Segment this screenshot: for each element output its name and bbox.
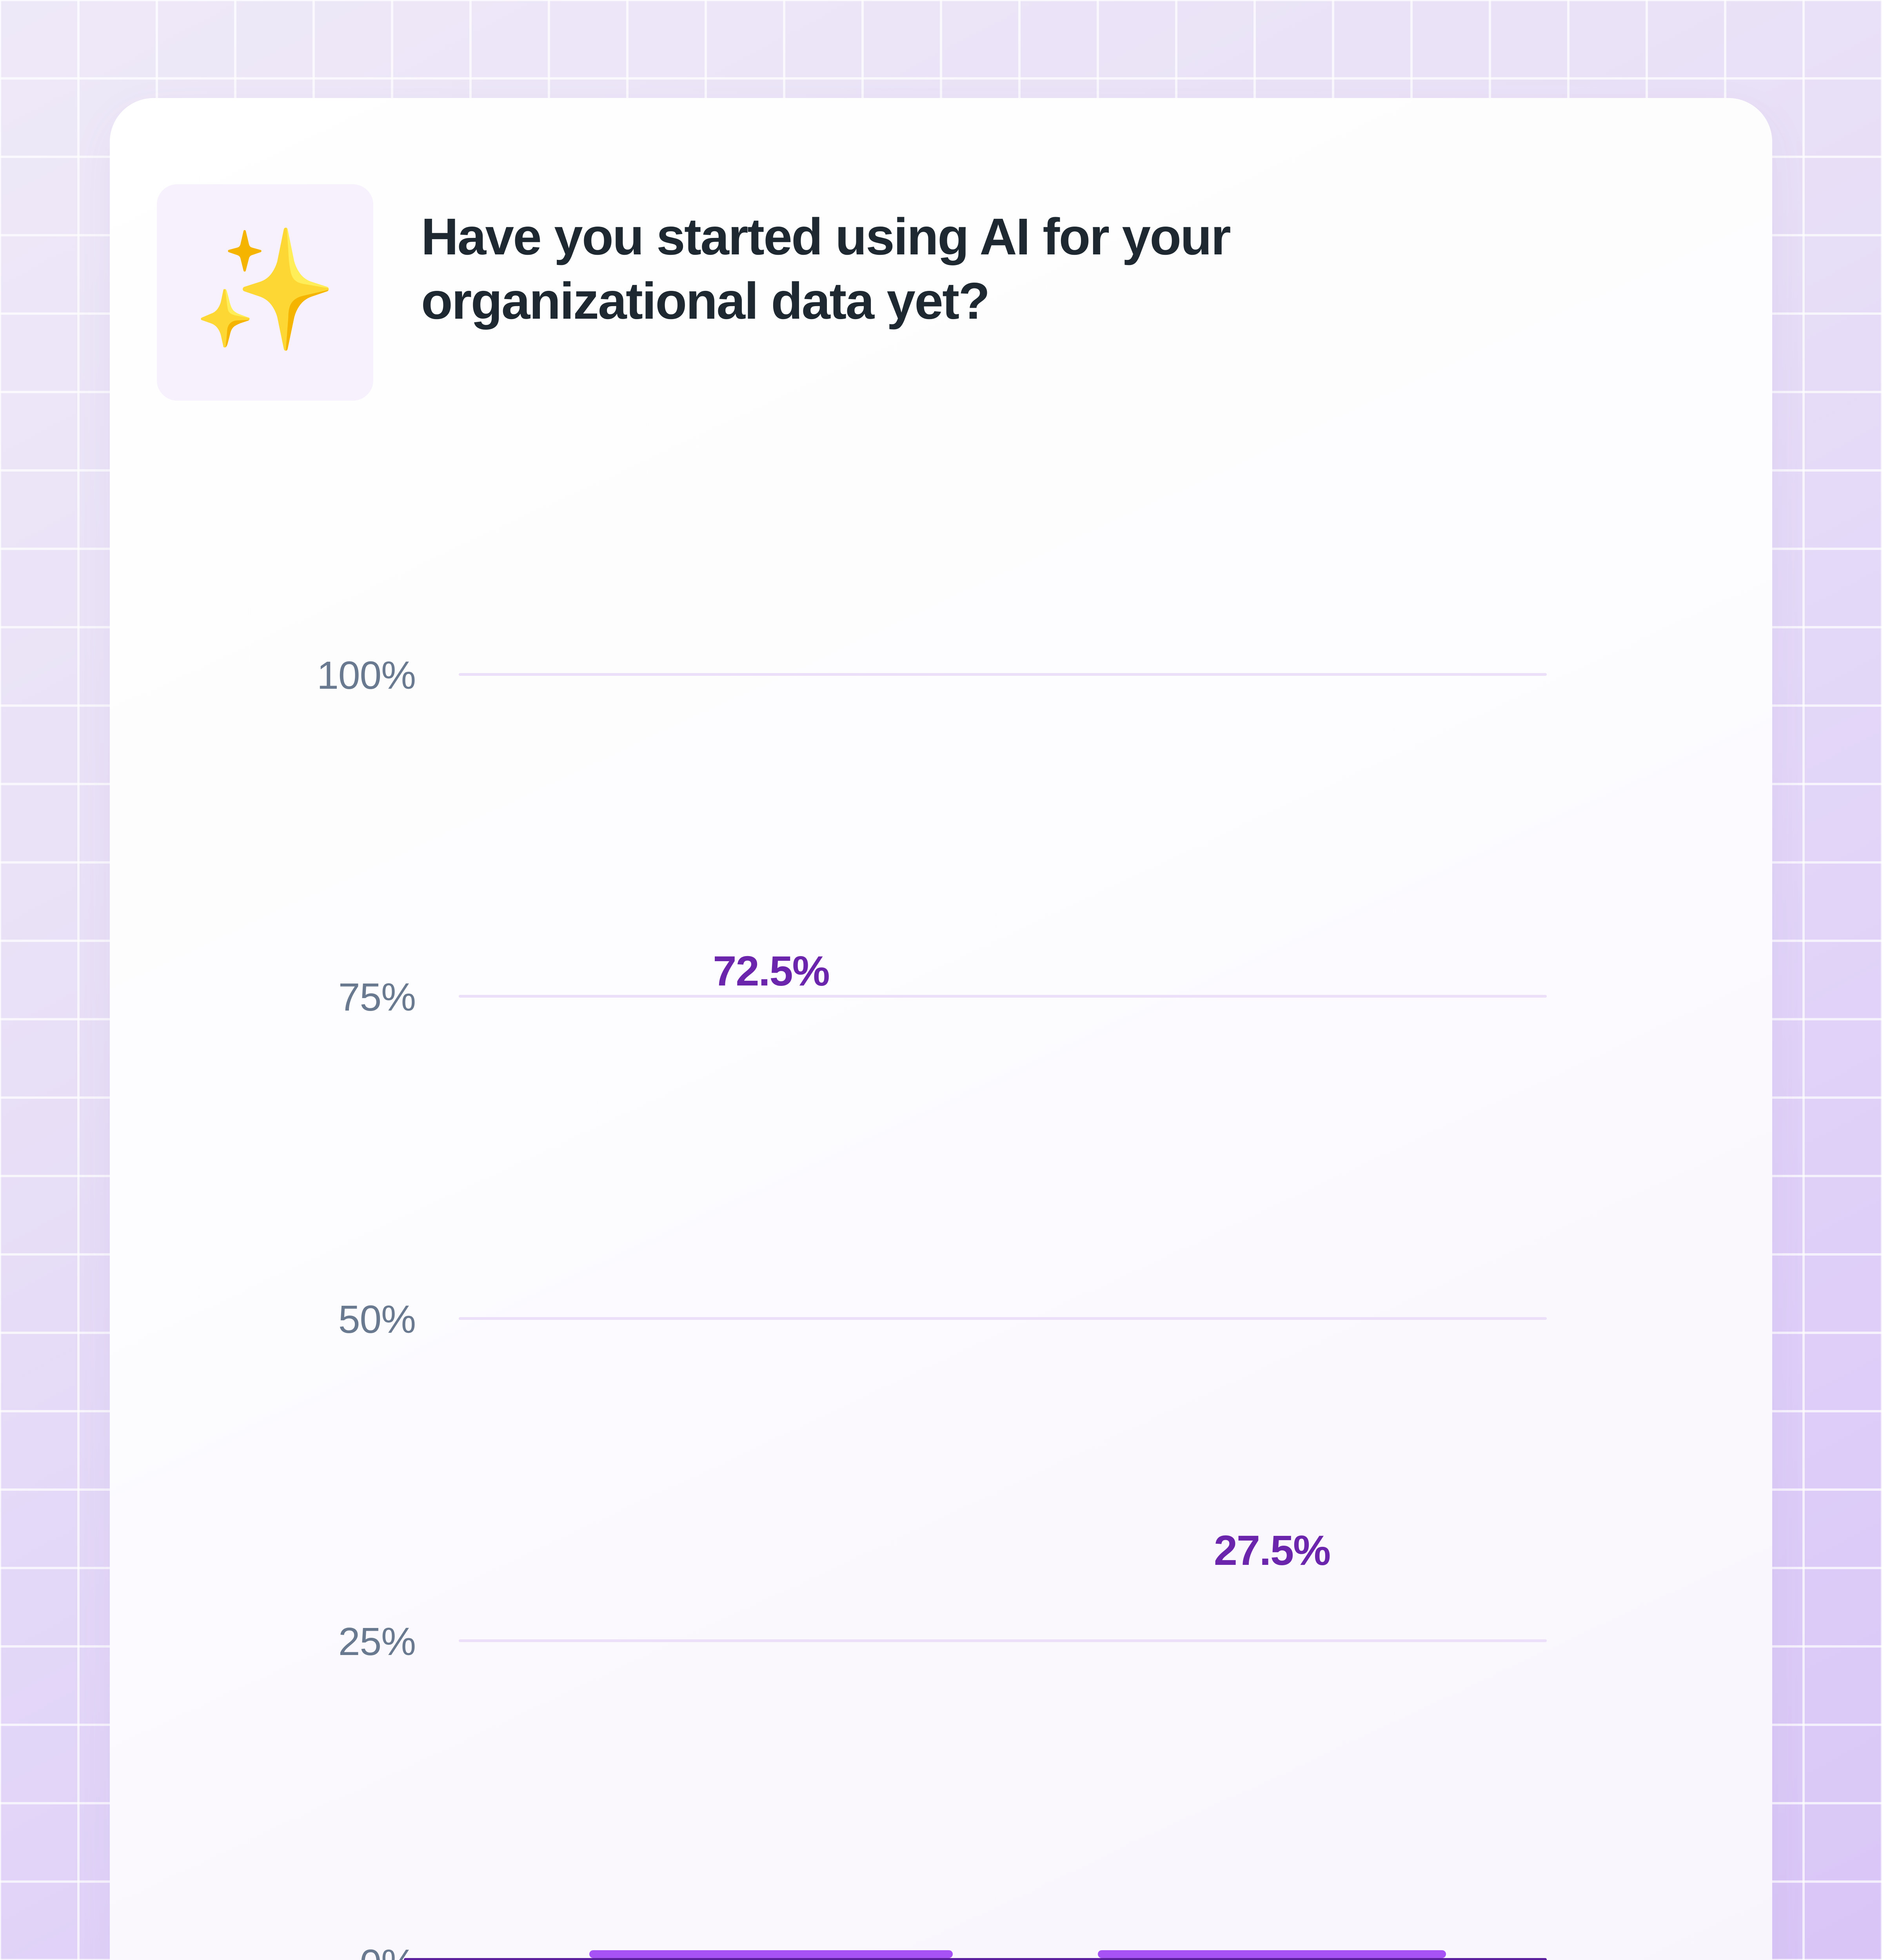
ytick-label-75: 75%	[338, 975, 416, 1019]
sparkles-icon-tile: ✨	[157, 184, 373, 401]
bar-value-yes: 72.5%	[713, 947, 830, 995]
bar-no[interactable]	[1098, 1950, 1446, 1958]
bar-value-no: 27.5%	[1213, 1526, 1331, 1574]
page-title: Have you started using AI for your organ…	[421, 208, 1231, 330]
ytick-label-0: 0%	[196, 1941, 416, 1960]
gridline-50	[459, 1317, 1547, 1320]
ytick-label-100: 100%	[317, 653, 416, 697]
card-header: ✨ Have you started using AI for your org…	[157, 184, 1231, 401]
chart-card: ✨ Have you started using AI for your org…	[110, 98, 1772, 1960]
bar-group-no[interactable]: 27.5%	[1098, 1526, 1446, 1958]
bar-group-yes[interactable]: 72.5%	[589, 947, 953, 1958]
gridline-100	[459, 673, 1547, 676]
ytick-label-25: 25%	[338, 1620, 416, 1664]
axis-baseline	[404, 1958, 1547, 1960]
bar-chart: 100% 75% 50% 25% 0% 72.5% Yes 27.5% No	[110, 98, 1772, 1960]
gridline-25	[459, 1639, 1547, 1642]
ytick-label-50: 50%	[338, 1298, 416, 1341]
bar-yes[interactable]	[589, 1950, 953, 1958]
sparkles-icon: ✨	[192, 221, 338, 358]
gridline-75	[459, 995, 1547, 998]
